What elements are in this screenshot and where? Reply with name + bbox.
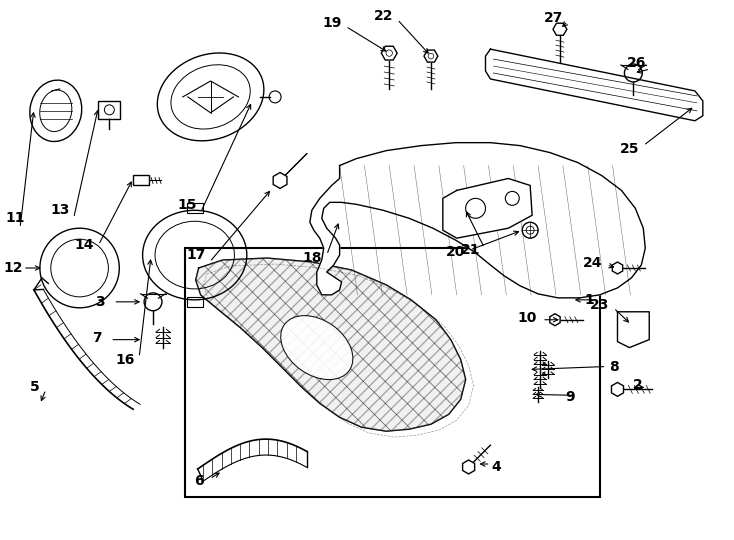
Text: 6: 6 (194, 474, 203, 488)
Text: 16: 16 (115, 353, 135, 367)
Text: 24: 24 (583, 256, 603, 270)
Text: 27: 27 (545, 11, 564, 25)
Text: 15: 15 (177, 198, 197, 212)
Text: 12: 12 (4, 261, 23, 275)
Polygon shape (196, 258, 465, 431)
Text: 10: 10 (517, 310, 537, 325)
Text: 13: 13 (50, 203, 70, 217)
Polygon shape (617, 312, 650, 348)
Text: 8: 8 (608, 360, 618, 374)
Text: 25: 25 (619, 141, 639, 156)
Polygon shape (196, 258, 465, 431)
Bar (185, 248, 600, 497)
Text: 5: 5 (30, 380, 40, 394)
Text: 26: 26 (627, 56, 646, 70)
Text: 1: 1 (585, 293, 595, 307)
Text: 11: 11 (5, 211, 25, 225)
Text: 18: 18 (302, 251, 321, 265)
Text: 22: 22 (374, 9, 393, 23)
Text: 21: 21 (461, 243, 480, 257)
Polygon shape (310, 143, 645, 298)
Text: 3: 3 (95, 295, 104, 309)
Text: 20: 20 (446, 245, 465, 259)
Text: 19: 19 (322, 16, 341, 30)
Text: 14: 14 (75, 238, 94, 252)
Text: 9: 9 (565, 390, 575, 404)
Polygon shape (443, 179, 532, 238)
Text: 23: 23 (590, 298, 609, 312)
Polygon shape (485, 49, 703, 121)
Text: 7: 7 (92, 330, 101, 345)
Ellipse shape (280, 315, 353, 380)
Text: 17: 17 (186, 248, 206, 262)
Text: 2: 2 (633, 379, 642, 393)
Text: 4: 4 (492, 460, 501, 474)
